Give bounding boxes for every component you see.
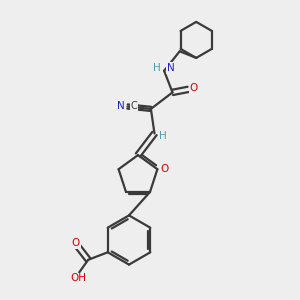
Text: O: O (189, 83, 198, 93)
Text: OH: OH (70, 273, 87, 284)
Text: C: C (131, 101, 137, 111)
Text: N: N (167, 63, 175, 73)
Text: N: N (117, 101, 125, 111)
Text: O: O (71, 238, 80, 248)
Text: H: H (159, 131, 167, 141)
Text: H: H (153, 63, 160, 73)
Text: O: O (160, 164, 168, 174)
